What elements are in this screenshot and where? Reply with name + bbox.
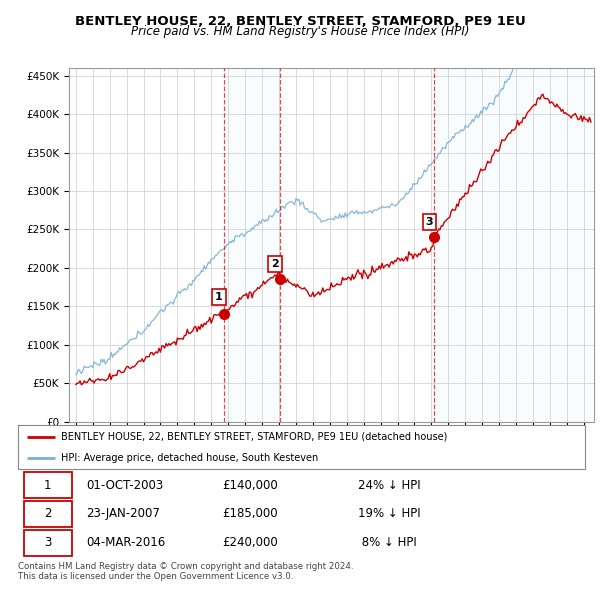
Text: 2: 2 (44, 507, 52, 520)
Text: Price paid vs. HM Land Registry's House Price Index (HPI): Price paid vs. HM Land Registry's House … (131, 25, 469, 38)
Text: £240,000: £240,000 (222, 536, 278, 549)
Text: BENTLEY HOUSE, 22, BENTLEY STREET, STAMFORD, PE9 1EU (detached house): BENTLEY HOUSE, 22, BENTLEY STREET, STAMF… (61, 432, 447, 442)
Text: 8% ↓ HPI: 8% ↓ HPI (358, 536, 417, 549)
Text: 19% ↓ HPI: 19% ↓ HPI (358, 507, 421, 520)
Text: £140,000: £140,000 (222, 478, 278, 491)
Text: BENTLEY HOUSE, 22, BENTLEY STREET, STAMFORD, PE9 1EU: BENTLEY HOUSE, 22, BENTLEY STREET, STAMF… (74, 15, 526, 28)
Text: 23-JAN-2007: 23-JAN-2007 (86, 507, 160, 520)
FancyBboxPatch shape (23, 530, 72, 556)
Text: £185,000: £185,000 (222, 507, 278, 520)
Text: 04-MAR-2016: 04-MAR-2016 (86, 536, 165, 549)
Text: 1: 1 (215, 292, 223, 302)
Text: Contains HM Land Registry data © Crown copyright and database right 2024.
This d: Contains HM Land Registry data © Crown c… (18, 562, 353, 581)
FancyBboxPatch shape (23, 472, 72, 498)
Text: 3: 3 (44, 536, 52, 549)
Text: HPI: Average price, detached house, South Kesteven: HPI: Average price, detached house, Sout… (61, 453, 318, 463)
Text: 1: 1 (44, 478, 52, 491)
Text: 3: 3 (425, 217, 433, 227)
Bar (434, 68, 592, 422)
Text: 01-OCT-2003: 01-OCT-2003 (86, 478, 163, 491)
FancyBboxPatch shape (23, 501, 72, 527)
Text: 24% ↓ HPI: 24% ↓ HPI (358, 478, 421, 491)
Text: 2: 2 (271, 259, 279, 269)
Bar (224, 68, 280, 422)
